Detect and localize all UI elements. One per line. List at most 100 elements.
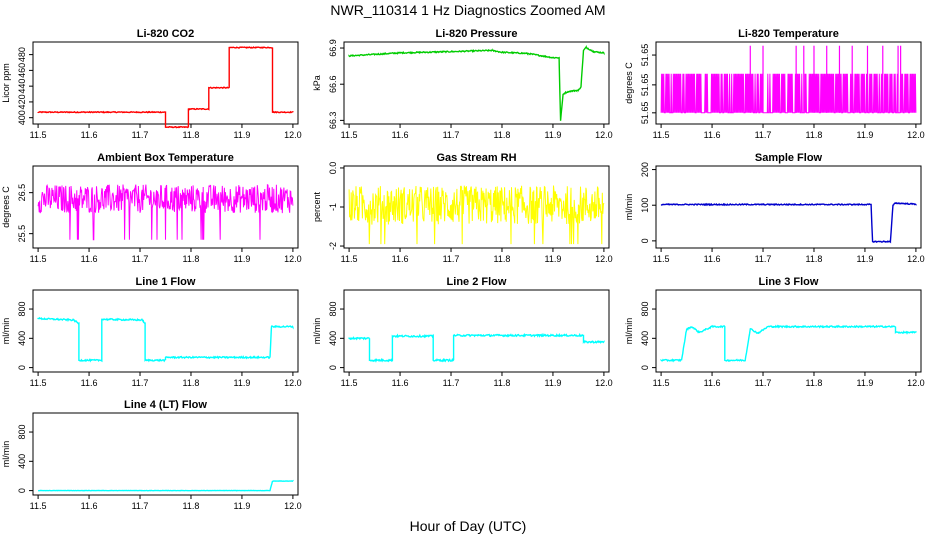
x-tick-label: 11.8 [806,254,823,264]
panel-3: Ambient Box Temperature degrees C 11.5 11.6… [1,152,302,264]
y-axis-label: percent [312,191,322,222]
x-tick-label: 11.5 [30,378,47,388]
y-tick-label: 800 [640,302,650,317]
panel-0: Li-820 CO2 Licor ppm 11.5 11.6 11.7 11.8 11.9 1… [1,28,302,140]
y-tick-label: 400 [640,331,650,346]
y-tick-label: 25.5 [17,225,27,243]
panel-title: Line 3 Flow [759,276,819,288]
x-tick-label: 11.9 [234,130,251,140]
y-tick-label: 66.3 [328,112,338,130]
x-tick-label: 11.7 [443,130,460,140]
y-tick-label: 0 [640,365,650,370]
y-tick-label: 100 [640,198,650,213]
x-tick-label: 11.8 [806,130,823,140]
y-tick-label: 0.0 [328,162,338,175]
panel-title: Li-820 Pressure [436,28,518,40]
x-tick-label: 11.5 [653,130,670,140]
panel-5: Sample Flow ml/min 11.5 11.6 11.7 11.8 11.9 12.… [624,152,925,264]
x-tick-label: 12.0 [284,130,302,140]
series-line [348,44,605,121]
x-tick-label: 11.7 [132,130,149,140]
x-tick-label: 11.9 [545,130,562,140]
y-axis-label: ml/min [1,441,11,468]
x-tick-label: 11.7 [755,254,772,264]
x-tick-label: 11.5 [30,130,47,140]
y-tick-label: 400 [328,331,338,346]
x-tick-label: 11.5 [30,254,47,264]
figure-title: NWR_110314 1 Hz Diagnostics Zoomed AM [330,2,605,18]
x-tick-label: 11.9 [234,254,251,264]
panel-title: Li-820 CO2 [137,28,194,40]
panel-6: Line 1 Flow ml/min 11.5 11.6 11.7 11.8 11.9 12.… [1,276,302,388]
x-tick-label: 11.6 [81,501,98,511]
y-tick-label: 0 [17,365,27,370]
y-tick-label: 480 [17,47,27,62]
figure-xlabel: Hour of Day (UTC) [410,518,527,534]
plot-box [32,412,299,496]
x-tick-label: 11.5 [341,254,358,264]
x-tick-label: 12.0 [595,378,613,388]
x-tick-label: 11.7 [443,254,460,264]
series-line [37,46,294,129]
x-tick-label: 12.0 [284,254,302,264]
y-tick-label: 800 [17,302,27,317]
x-tick-label: 11.8 [183,378,200,388]
y-axis-label: degrees C [624,62,634,104]
x-tick-label: 11.6 [704,378,721,388]
y-tick-label: 0 [328,365,338,370]
panel-title: Ambient Box Temperature [97,152,234,164]
x-tick-label: 11.9 [857,130,874,140]
x-tick-label: 11.8 [494,130,511,140]
plot-box [32,165,299,249]
x-tick-label: 11.6 [81,378,98,388]
y-tick-label: -2 [328,242,338,250]
x-tick-label: 12.0 [595,254,613,264]
plot-box [655,41,922,125]
y-tick-label: 0 [17,488,27,493]
y-tick-label: 0 [640,238,650,243]
x-tick-label: 11.9 [545,378,562,388]
x-tick-label: 11.7 [755,130,772,140]
x-tick-label: 11.5 [341,378,358,388]
plot-box [32,289,299,373]
x-tick-label: 11.9 [545,254,562,264]
x-tick-label: 11.8 [183,130,200,140]
x-tick-label: 12.0 [907,378,925,388]
x-tick-label: 11.8 [494,254,511,264]
y-tick-label: 66.9 [328,39,338,57]
x-tick-label: 11.5 [341,130,358,140]
x-tick-label: 11.7 [443,378,460,388]
y-axis-label: kPa [312,75,322,91]
plot-box [655,289,922,373]
x-tick-label: 12.0 [284,501,302,511]
x-tick-label: 12.0 [907,254,925,264]
series-line [660,73,917,114]
y-tick-label: 420 [17,94,27,109]
x-tick-label: 11.7 [132,254,149,264]
x-tick-label: 11.6 [81,130,98,140]
y-tick-label: 460 [17,63,27,78]
panel-title: Sample Flow [755,152,823,164]
x-tick-label: 11.8 [806,378,823,388]
y-tick-label: 400 [17,331,27,346]
y-tick-label: 200 [640,162,650,177]
y-axis-label: degrees C [1,186,11,228]
panel-9: Line 4 (LT) Flow ml/min 11.5 11.6 11.7 11.8 11… [1,399,302,511]
panel-title: Line 4 (LT) Flow [124,399,207,411]
panel-title: Line 2 Flow [447,276,507,288]
panel-7: Line 2 Flow ml/min 11.5 11.6 11.7 11.8 11.9 12.… [312,276,613,388]
series-line [348,185,605,245]
y-axis-label: ml/min [1,318,11,345]
panels: Li-820 CO2 Licor ppm 11.5 11.6 11.7 11.8 11.9 1… [1,28,925,511]
y-axis-label: ml/min [312,318,322,345]
panel-2: Li-820 Temperature degrees C 11.5 11.6 11.7 1… [624,28,925,140]
panel-1: Li-820 Pressure kPa 11.5 11.6 11.7 11.8 11.9 12… [312,28,613,140]
series-line [37,316,294,363]
series-line [660,201,917,244]
panel-title: Line 1 Flow [136,276,196,288]
x-tick-label: 11.9 [234,501,251,511]
series-line [348,332,605,363]
y-axis-label: Licor ppm [1,63,11,103]
x-tick-label: 11.7 [132,378,149,388]
